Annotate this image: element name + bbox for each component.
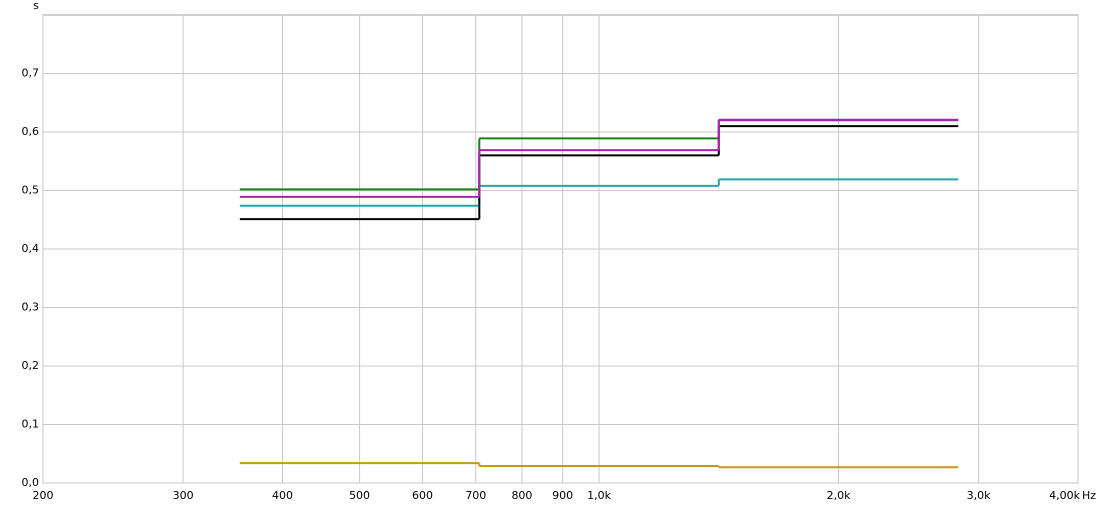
x-tick-label: 300 xyxy=(173,489,194,502)
x-tick-label: 600 xyxy=(412,489,433,502)
y-tick-label: 0,5 xyxy=(22,184,40,197)
x-tick-label: 900 xyxy=(552,489,573,502)
y-tick-label: 0,6 xyxy=(22,125,40,138)
x-tick-label: 700 xyxy=(465,489,486,502)
x-tick-label: 400 xyxy=(272,489,293,502)
y-tick-label: 0,7 xyxy=(22,67,40,80)
x-tick-label: 3,0k xyxy=(967,489,991,502)
y-tick-label: 0,1 xyxy=(22,418,40,431)
x-axis-label: Hz xyxy=(1082,489,1096,502)
x-tick-label: 800 xyxy=(511,489,532,502)
y-axis-label: s xyxy=(33,0,39,12)
x-tick-label: 4,00k xyxy=(1049,489,1080,502)
x-tick-label: 500 xyxy=(349,489,370,502)
y-tick-label: 0,4 xyxy=(22,242,40,255)
x-tick-label: 200 xyxy=(33,489,54,502)
x-tick-label: 2,0k xyxy=(827,489,851,502)
x-tick-label: 1,0k xyxy=(587,489,611,502)
y-tick-label: 0,0 xyxy=(22,476,40,489)
y-tick-label: 0,2 xyxy=(22,359,40,372)
y-tick-label: 0,3 xyxy=(22,301,40,314)
